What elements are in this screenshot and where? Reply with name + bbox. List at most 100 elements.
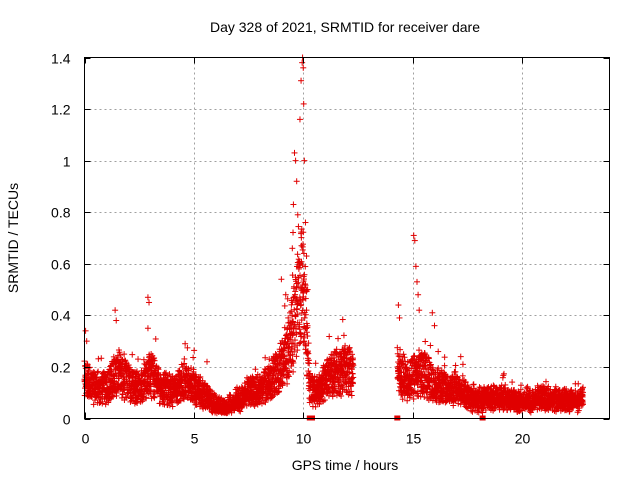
data-point-peak — [414, 278, 420, 285]
data-point — [422, 338, 429, 345]
y-tick-label: 1.2 — [51, 102, 71, 118]
data-point — [509, 379, 516, 386]
data-point-peak — [296, 116, 303, 123]
data-point — [441, 354, 448, 361]
data-point — [335, 335, 342, 342]
data-point-peak — [144, 294, 151, 301]
data-point — [441, 362, 448, 369]
data-point — [117, 352, 124, 359]
data-point-peak — [290, 201, 297, 208]
data-point — [94, 369, 101, 376]
x-axis-label: GPS time / hours — [292, 457, 399, 473]
data-point-peak — [292, 157, 299, 164]
x-tick-label: 10 — [296, 431, 312, 447]
data-point — [160, 398, 167, 405]
y-tick-label: 0.2 — [51, 360, 71, 376]
data-point — [427, 342, 434, 349]
data-point-peak — [429, 309, 436, 316]
x-tick-label: 20 — [515, 431, 531, 447]
data-point — [290, 285, 297, 292]
data-point — [99, 400, 106, 407]
y-tick-label: 1 — [63, 154, 71, 170]
data-point-peak — [300, 64, 307, 71]
data-point — [290, 229, 297, 236]
data-point — [294, 251, 301, 258]
data-point-peak — [299, 59, 306, 66]
data-point — [112, 370, 119, 377]
data-point — [452, 362, 459, 369]
data-point — [306, 360, 313, 367]
data-point-peak — [457, 353, 464, 360]
data-point-peak — [113, 317, 120, 324]
data-point-peak — [144, 325, 151, 332]
data-point-peak — [146, 299, 153, 306]
data-point — [121, 351, 128, 358]
data-point — [135, 356, 142, 363]
y-tick-label: 0.8 — [51, 205, 71, 221]
data-point — [152, 335, 159, 342]
data-point — [121, 357, 128, 364]
data-point — [143, 394, 150, 401]
data-point — [98, 355, 105, 362]
data-point — [190, 354, 197, 361]
data-point-peak — [293, 178, 300, 185]
data-point-peak — [395, 302, 402, 309]
data-point — [126, 364, 133, 371]
data-point — [151, 357, 158, 364]
data-point — [300, 241, 307, 248]
data-point-peak — [82, 327, 89, 334]
data-point — [91, 397, 98, 404]
data-point — [326, 333, 333, 340]
data-point — [103, 373, 110, 380]
x-tick-label: 15 — [406, 431, 422, 447]
data-point — [129, 351, 136, 358]
data-point — [151, 394, 158, 401]
data-point-peak — [416, 307, 423, 314]
data-point-peak — [459, 361, 466, 368]
data-point-peak — [300, 100, 307, 107]
data-point — [110, 393, 117, 400]
data-point-peak — [204, 358, 210, 365]
data-point — [340, 332, 347, 339]
data-point — [575, 380, 582, 387]
data-point-peak — [410, 232, 417, 239]
data-point-peak — [301, 157, 308, 164]
data-point — [500, 370, 507, 377]
data-point — [113, 357, 120, 364]
data-point-peak — [291, 149, 298, 156]
data-point-peak — [396, 314, 403, 321]
y-tick-label: 1.4 — [51, 51, 71, 67]
data-point — [339, 316, 346, 323]
data-point — [116, 349, 123, 356]
data-point — [113, 392, 120, 399]
data-point-peak — [302, 219, 309, 226]
y-axis-label: SRMTID / TECUs — [5, 183, 21, 293]
data-point — [95, 355, 102, 362]
data-point-peak — [411, 237, 418, 244]
data-point — [123, 394, 130, 401]
data-point — [252, 366, 259, 373]
x-tick-label: 0 — [82, 431, 90, 447]
data-point — [125, 362, 132, 369]
data-point — [139, 397, 146, 404]
data-point — [155, 366, 162, 373]
y-tick-label: 0 — [63, 412, 71, 428]
data-point — [312, 360, 319, 367]
data-point-peak — [289, 245, 296, 252]
y-tick-label: 0.6 — [51, 257, 71, 273]
data-point — [95, 368, 102, 375]
data-point — [262, 354, 269, 361]
data-point-peak — [112, 307, 119, 314]
data-point — [518, 382, 525, 389]
data-points — [81, 54, 587, 421]
data-point — [410, 395, 417, 402]
data-point — [150, 362, 157, 369]
data-point-peak — [278, 276, 285, 283]
x-tick-label: 5 — [191, 431, 199, 447]
data-point — [459, 372, 466, 379]
data-point-peak — [415, 291, 422, 298]
data-point — [90, 401, 97, 408]
data-point — [404, 397, 411, 404]
data-point — [298, 234, 305, 241]
